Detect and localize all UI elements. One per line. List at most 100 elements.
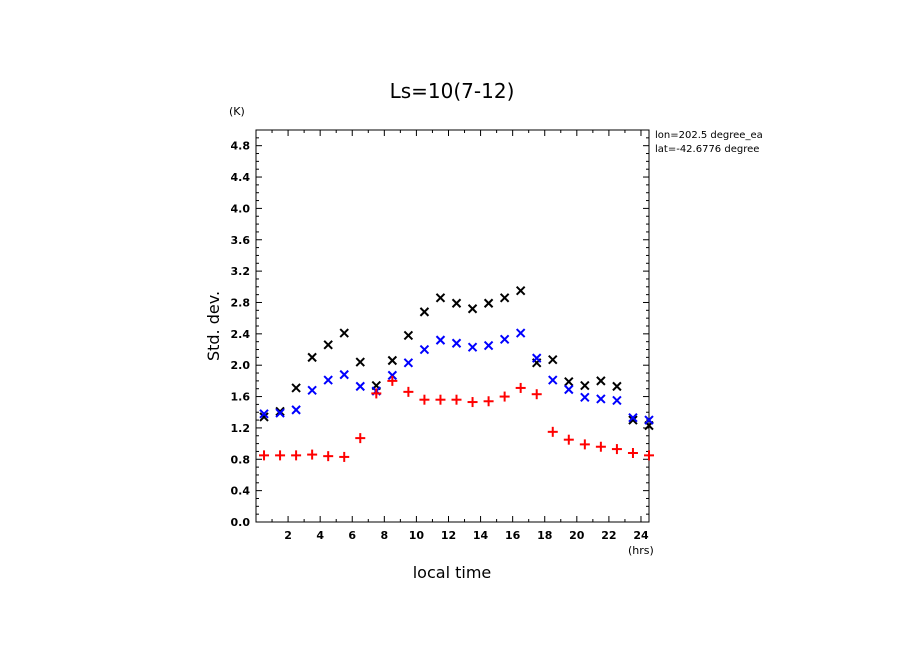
data-point-series-3 bbox=[595, 441, 606, 452]
y-tick-label: 1.6 bbox=[231, 391, 251, 404]
data-point-series-3 bbox=[355, 433, 366, 444]
data-point-series-3 bbox=[483, 396, 494, 407]
y-unit-label: (K) bbox=[229, 105, 245, 118]
data-point-series-3 bbox=[547, 426, 558, 437]
data-point-series-1 bbox=[323, 340, 333, 350]
data-point-series-1 bbox=[275, 406, 285, 417]
data-point-series-2 bbox=[644, 415, 654, 425]
lat-annotation: lat=-42.6776 degree bbox=[655, 144, 759, 155]
data-point-series-2 bbox=[275, 408, 285, 418]
y-tick-label: 0.4 bbox=[231, 485, 251, 498]
data-point-series-3 bbox=[371, 388, 382, 399]
y-axis-label: Std. dev. bbox=[204, 291, 223, 361]
plot-frame bbox=[255, 129, 650, 523]
data-point-series-1 bbox=[580, 380, 590, 391]
data-point-series-2 bbox=[435, 335, 446, 345]
y-tick-label: 4.0 bbox=[231, 202, 251, 215]
data-point-series-1 bbox=[628, 415, 638, 425]
data-point-series-1 bbox=[451, 298, 462, 308]
x-tick-label: 18 bbox=[537, 529, 552, 542]
data-point-series-1 bbox=[355, 357, 365, 367]
x-tick-label: 12 bbox=[441, 529, 456, 542]
data-point-series-1 bbox=[564, 376, 574, 387]
data-point-series-3 bbox=[579, 439, 590, 450]
data-point-series-3 bbox=[467, 397, 478, 408]
x-axis-label: local time bbox=[413, 563, 492, 582]
x-tick-label: 8 bbox=[380, 529, 388, 542]
data-point-series-1 bbox=[612, 381, 622, 392]
y-tick-label: 2.0 bbox=[231, 359, 251, 372]
data-point-series-2 bbox=[355, 381, 365, 392]
data-point-series-2 bbox=[628, 413, 638, 423]
data-point-series-3 bbox=[451, 394, 462, 405]
data-point-series-3 bbox=[323, 451, 334, 462]
data-point-series-3 bbox=[259, 450, 270, 461]
data-point-series-3 bbox=[644, 450, 654, 461]
data-point-series-3 bbox=[627, 448, 638, 459]
y-tick-label: 2.8 bbox=[231, 296, 251, 309]
y-tick-label: 0.8 bbox=[231, 453, 251, 466]
x-tick-label: 6 bbox=[348, 529, 356, 542]
data-point-series-1 bbox=[259, 412, 269, 422]
data-point-series-3 bbox=[275, 450, 286, 461]
y-tick-label: 4.8 bbox=[231, 140, 251, 153]
data-point-series-3 bbox=[499, 391, 510, 402]
y-tick-label: 0.0 bbox=[231, 516, 251, 529]
data-point-series-3 bbox=[563, 434, 574, 445]
y-tick-label: 2.4 bbox=[231, 328, 251, 341]
data-point-series-2 bbox=[307, 385, 317, 395]
data-point-series-3 bbox=[611, 444, 622, 455]
x-tick-label: 4 bbox=[316, 529, 324, 542]
y-tick-label: 3.2 bbox=[231, 265, 251, 278]
data-point-series-1 bbox=[596, 376, 606, 386]
data-point-series-3 bbox=[387, 375, 398, 386]
data-point-series-1 bbox=[467, 304, 478, 314]
y-tick-label: 1.2 bbox=[231, 422, 251, 435]
data-point-series-3 bbox=[307, 449, 318, 460]
data-point-series-2 bbox=[564, 384, 574, 395]
data-point-series-1 bbox=[307, 352, 317, 363]
data-point-series-3 bbox=[419, 394, 430, 405]
data-point-series-2 bbox=[339, 369, 349, 380]
x-tick-label: 2 bbox=[284, 529, 292, 542]
data-point-series-2 bbox=[532, 353, 542, 363]
data-point-series-1 bbox=[515, 286, 526, 296]
data-point-series-1 bbox=[548, 355, 558, 365]
x-tick-label: 24 bbox=[633, 529, 649, 542]
data-point-series-2 bbox=[612, 395, 622, 406]
y-tick-label: 4.4 bbox=[231, 171, 251, 184]
x-tick-label: 20 bbox=[569, 529, 585, 542]
data-point-series-1 bbox=[403, 330, 414, 341]
data-point-series-2 bbox=[291, 405, 301, 415]
data-point-series-2 bbox=[467, 342, 478, 352]
data-point-series-1 bbox=[387, 355, 398, 366]
axis-ticks: 0.0 0.4 0.8 1.2 1.6 2.0 2.4 2.8 3.2 3.6 4.0 4.4 4.8 2… bbox=[231, 129, 649, 542]
data-point-series-2 bbox=[451, 338, 462, 348]
data-point-series-3 bbox=[291, 450, 302, 461]
lon-annotation: lon=202.5 degree_ea bbox=[655, 130, 763, 141]
data-point-series-2 bbox=[515, 328, 526, 338]
data-point-series-2 bbox=[499, 334, 510, 345]
data-point-series-3 bbox=[531, 389, 542, 400]
data-point-series-2 bbox=[323, 375, 333, 385]
data-point-series-2 bbox=[419, 344, 430, 355]
data-marks bbox=[259, 286, 654, 462]
data-point-series-2 bbox=[596, 394, 606, 404]
data-point-series-3 bbox=[515, 382, 526, 393]
data-point-series-1 bbox=[419, 307, 430, 317]
y-tick-label: 3.6 bbox=[231, 234, 251, 247]
data-point-series-2 bbox=[387, 370, 398, 381]
data-point-series-1 bbox=[339, 328, 349, 338]
data-point-series-1 bbox=[499, 293, 510, 303]
data-point-series-2 bbox=[483, 340, 494, 351]
x-tick-label: 16 bbox=[505, 529, 521, 542]
data-point-series-2 bbox=[548, 375, 558, 385]
chart-title: Ls=10(7-12) bbox=[390, 79, 515, 103]
data-point-series-1 bbox=[435, 293, 446, 303]
data-point-series-1 bbox=[483, 298, 494, 308]
x-unit-label: (hrs) bbox=[628, 544, 654, 557]
data-point-series-2 bbox=[403, 358, 414, 368]
data-point-series-3 bbox=[339, 451, 350, 462]
x-tick-label: 10 bbox=[409, 529, 425, 542]
